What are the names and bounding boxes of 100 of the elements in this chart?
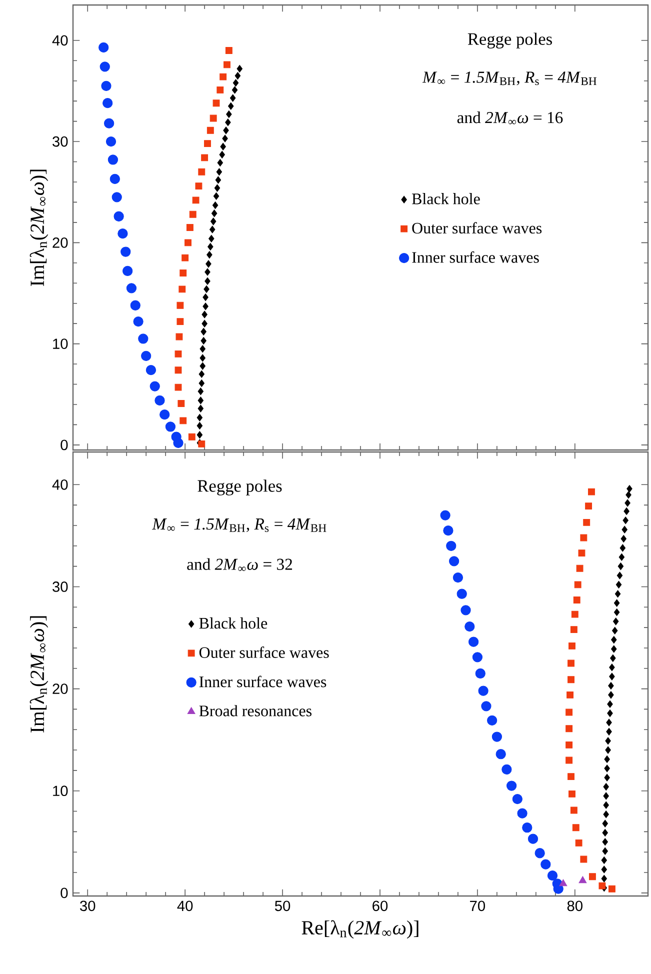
point — [101, 80, 112, 91]
point — [220, 73, 227, 80]
point — [580, 534, 588, 542]
point — [568, 773, 574, 780]
y-tick-label: 20 — [52, 237, 68, 248]
point — [566, 708, 573, 716]
point — [605, 737, 611, 745]
point — [219, 150, 225, 158]
point — [618, 562, 624, 570]
point — [612, 626, 618, 634]
point — [606, 728, 612, 736]
point — [180, 270, 187, 276]
legend-label: Outer surface waves — [412, 222, 542, 234]
point — [213, 192, 220, 200]
point — [607, 700, 613, 708]
point — [122, 266, 133, 276]
point — [108, 154, 118, 165]
point — [208, 242, 214, 250]
point — [206, 251, 212, 259]
point — [130, 300, 140, 310]
point — [566, 691, 574, 698]
point — [212, 100, 220, 107]
text: Regge poles — [198, 480, 282, 496]
point — [626, 485, 632, 492]
point — [165, 422, 176, 432]
point — [228, 102, 234, 110]
point — [568, 642, 576, 650]
point — [220, 142, 226, 150]
point — [601, 874, 608, 882]
point — [475, 668, 486, 679]
point — [472, 652, 483, 662]
point — [609, 664, 615, 672]
y-axis-title: Im[λ$_{n}$(2M$_{∞}$ω)] — [30, 616, 48, 733]
point — [189, 210, 196, 218]
point — [502, 764, 512, 774]
point — [160, 410, 170, 420]
point — [206, 260, 212, 268]
point — [150, 381, 160, 392]
point — [566, 756, 573, 764]
point — [236, 64, 243, 72]
point — [186, 224, 194, 231]
point — [212, 202, 218, 209]
point — [198, 396, 204, 404]
point — [443, 526, 454, 536]
point — [178, 400, 185, 407]
point — [112, 192, 122, 202]
point — [588, 873, 596, 880]
point — [178, 286, 186, 293]
point — [176, 333, 183, 340]
point — [603, 783, 609, 791]
point — [610, 654, 616, 662]
point — [206, 126, 214, 134]
point — [204, 140, 211, 148]
point — [198, 440, 206, 448]
point — [583, 518, 590, 526]
point — [184, 239, 192, 246]
point — [217, 159, 224, 167]
point — [576, 564, 584, 572]
point — [174, 366, 182, 374]
point — [201, 154, 208, 162]
point — [174, 384, 182, 391]
point — [215, 176, 222, 184]
point — [133, 316, 144, 327]
point — [204, 285, 210, 293]
point — [611, 636, 617, 644]
point — [223, 126, 229, 134]
y-tick-label: 10 — [53, 786, 68, 796]
point — [578, 550, 586, 557]
point — [604, 774, 610, 782]
point — [588, 488, 595, 496]
point — [572, 824, 580, 832]
x-tick-label: 80 — [567, 900, 582, 912]
point — [512, 794, 522, 804]
point — [601, 866, 608, 874]
point — [126, 283, 137, 294]
point — [478, 686, 488, 696]
point — [118, 228, 128, 239]
point — [225, 47, 232, 54]
point — [602, 828, 608, 836]
point — [198, 388, 204, 396]
point — [196, 414, 203, 422]
point — [102, 98, 113, 108]
point — [620, 544, 626, 552]
point — [603, 810, 609, 818]
point — [232, 86, 238, 94]
point — [216, 168, 222, 176]
y-tick-label: 30 — [52, 582, 68, 592]
point — [222, 134, 228, 142]
point — [528, 834, 538, 844]
point — [540, 859, 551, 870]
point — [202, 320, 208, 328]
point — [607, 710, 613, 718]
point — [571, 610, 578, 618]
point — [624, 507, 630, 515]
point — [618, 553, 625, 561]
point — [608, 682, 614, 690]
point — [234, 72, 241, 80]
point — [517, 808, 528, 818]
point — [598, 882, 606, 890]
point — [104, 118, 114, 128]
